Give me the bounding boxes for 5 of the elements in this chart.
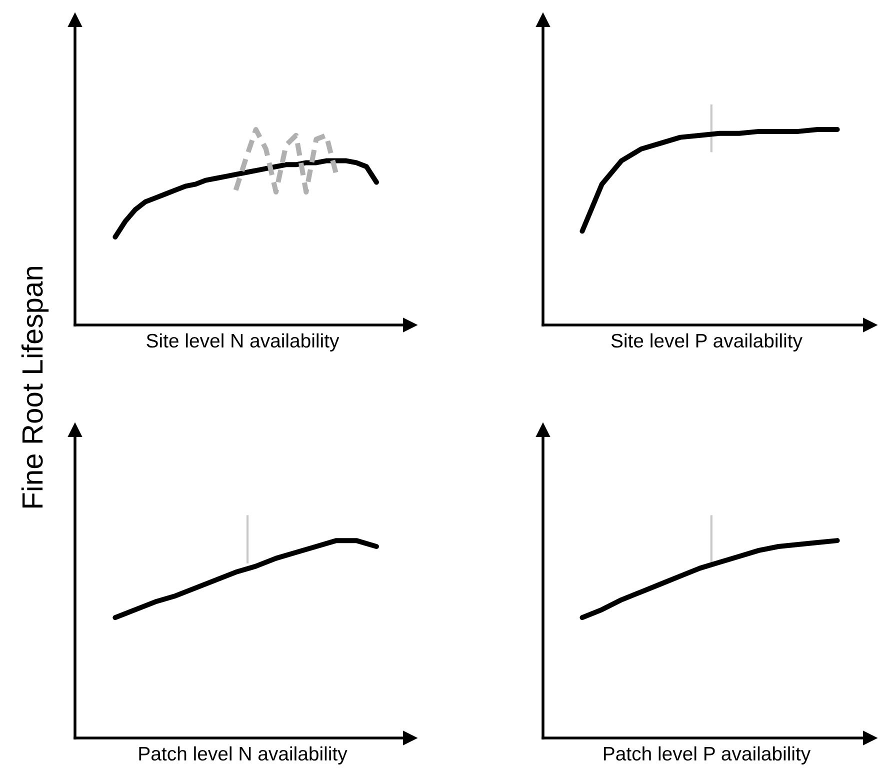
x-axis-title: Site level P availability (611, 333, 802, 352)
y-axis-title: Fine Root Lifespan (21, 266, 49, 508)
x-axis-title: Site level N availability (146, 333, 340, 352)
x-axis-title: Patch level P availability (604, 746, 811, 764)
x-axis-title: Patch level N availability (139, 746, 348, 764)
